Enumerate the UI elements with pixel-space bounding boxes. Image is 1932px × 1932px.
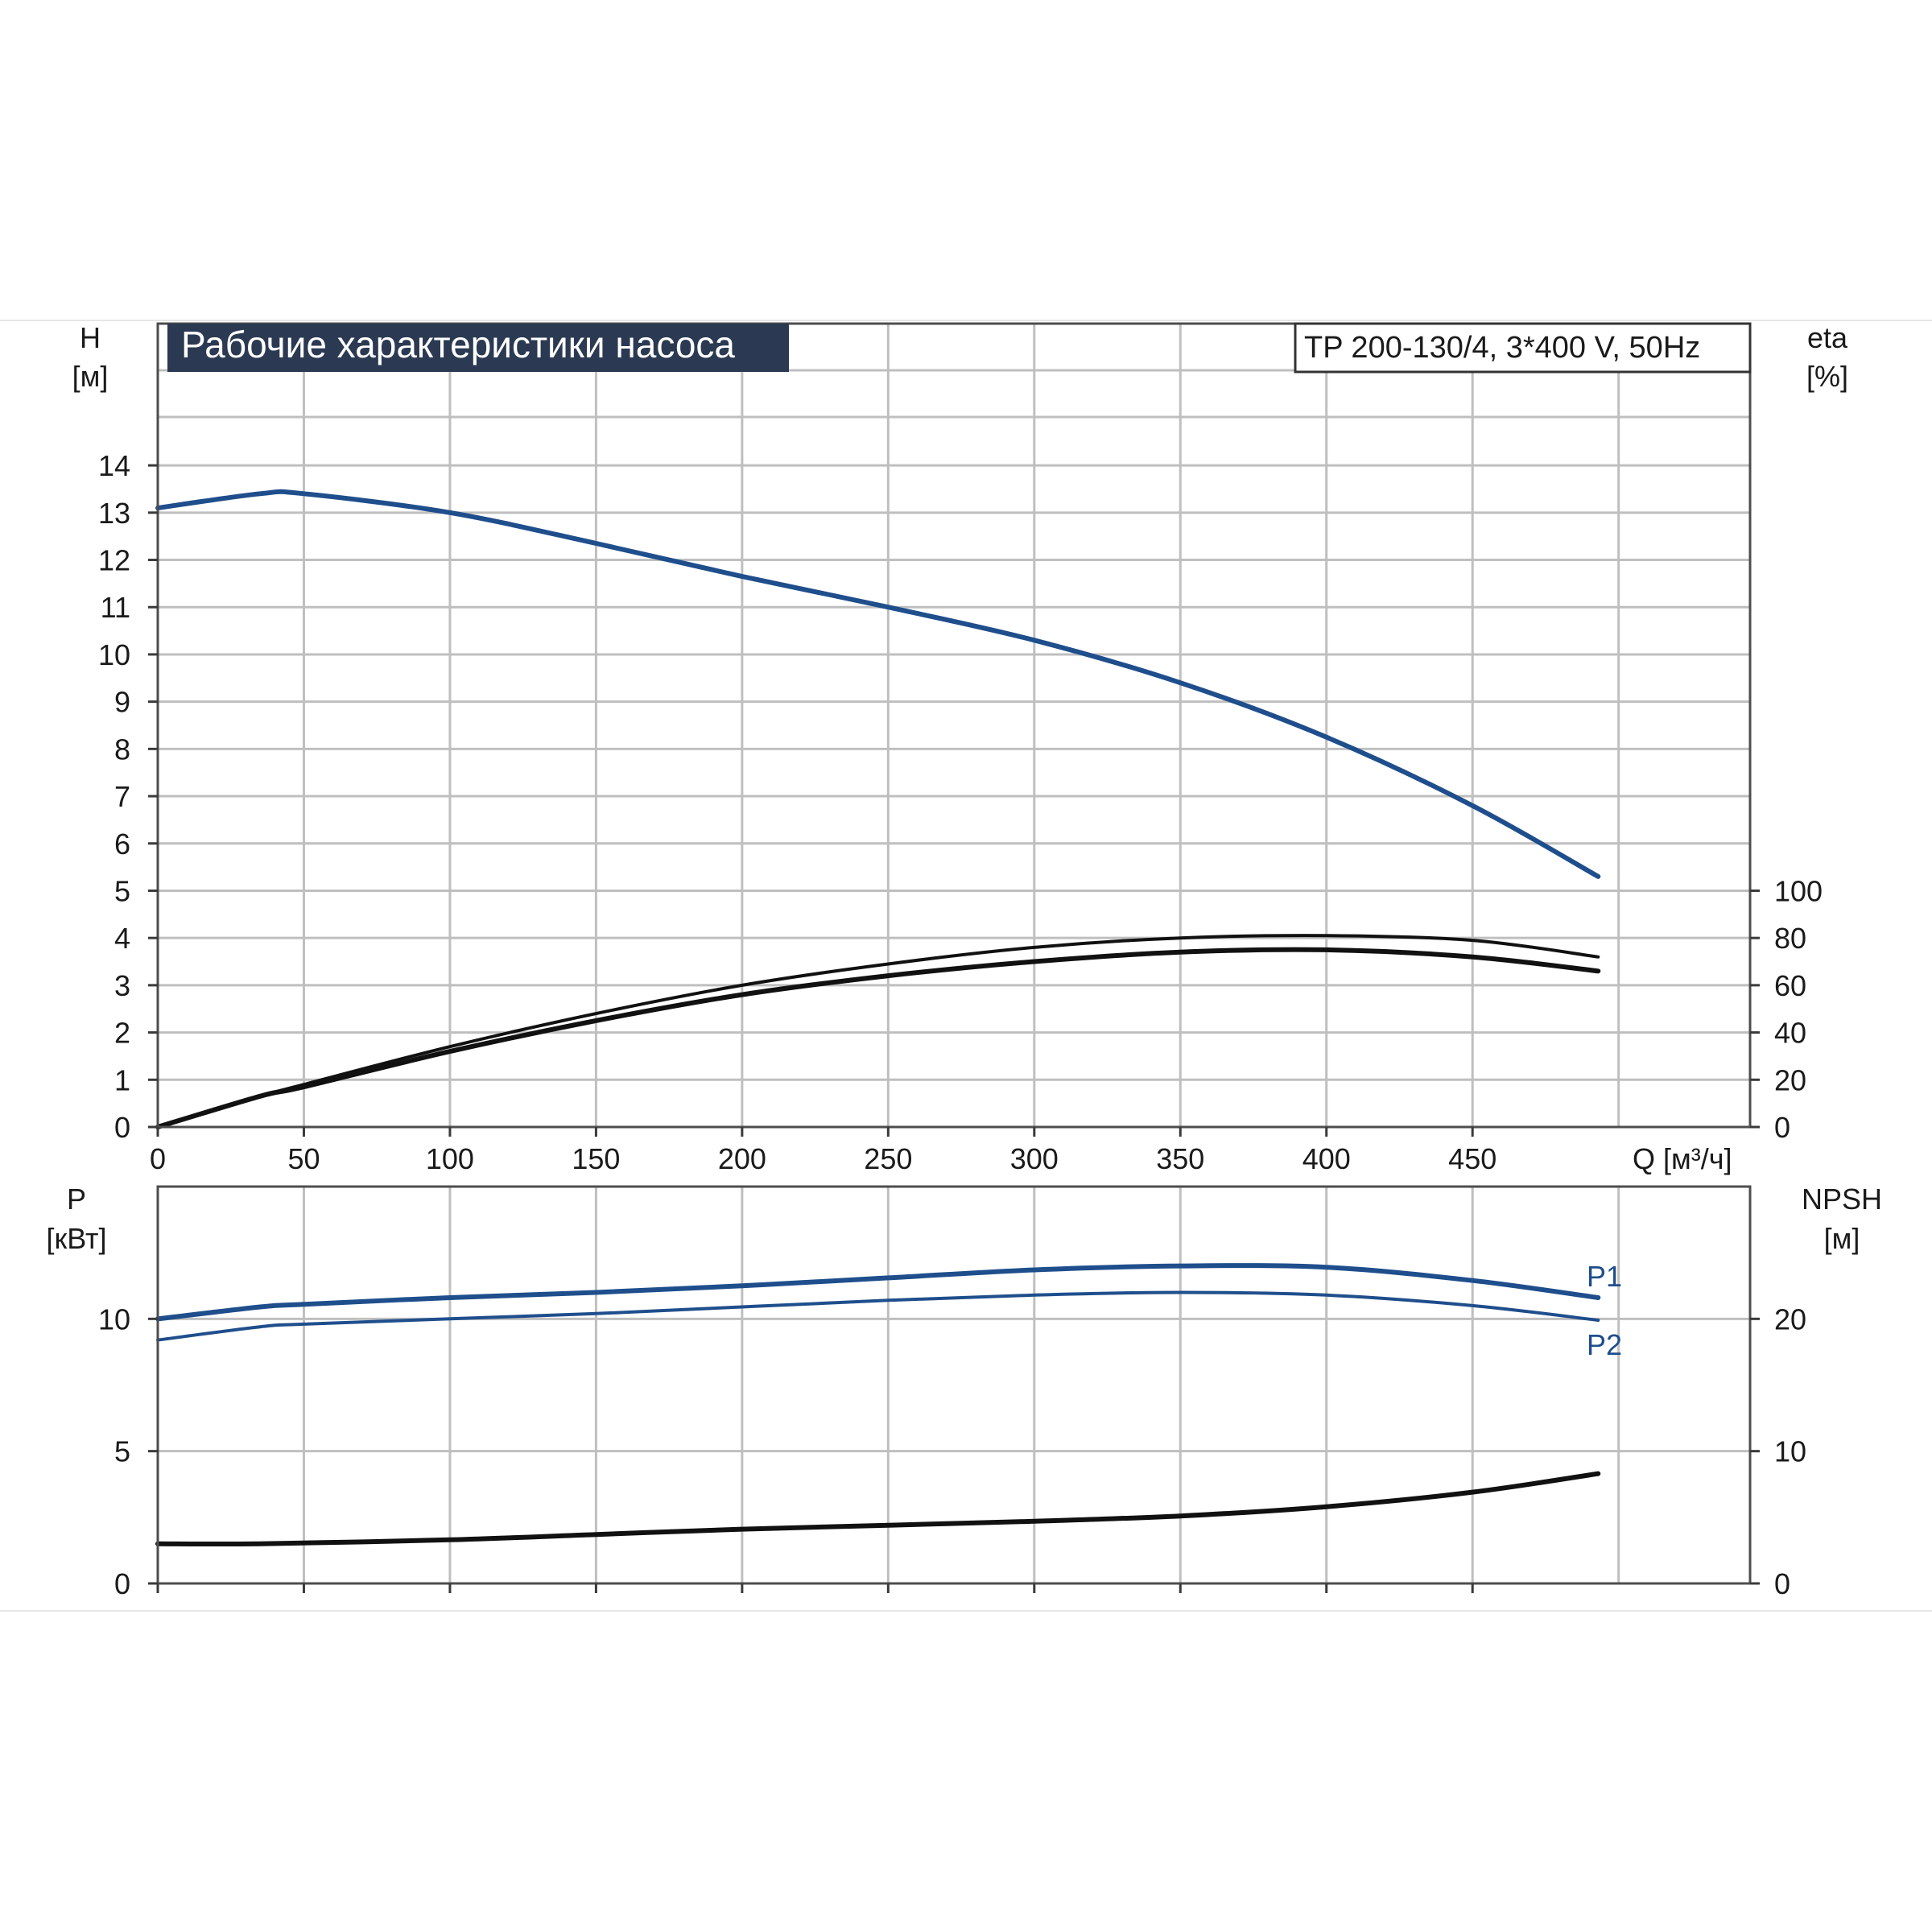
left-tick-label: 5 [114,1435,130,1468]
series-line-0-2 [155,947,1601,1129]
left-tick-label: 14 [98,449,130,482]
right-tick-label: 100 [1774,874,1823,907]
left-tick-label: 12 [98,544,130,577]
x-tick-label: 300 [1010,1142,1059,1175]
series-line-0-0 [155,489,1601,879]
series-label-p1: P1 [1587,1260,1622,1293]
left-tick-label: 6 [114,828,130,861]
series-line-1-1 [156,1290,1600,1342]
h-axis-label: H [80,321,101,354]
x-tick-label: 250 [864,1142,912,1175]
top-plot-grid [158,324,1750,1127]
left-tick-label: 7 [114,780,130,813]
model-label: TP 200-130/4, 3*400 V, 50Hz [1304,331,1700,365]
npsh-axis-unit: [м] [1824,1222,1860,1255]
x-tick-label: 0 [150,1142,166,1175]
x-tick-label: 200 [718,1142,766,1175]
left-tick-label: 8 [114,733,130,766]
axes-layer [148,322,1760,1593]
left-tick-label: 5 [114,874,130,907]
left-tick-label: 3 [114,969,130,1002]
right-tick-label: 60 [1774,969,1806,1002]
left-tick-label: 10 [98,638,130,671]
p-axis-unit: [кВт] [46,1222,106,1255]
right-tick-label: 10 [1774,1435,1806,1468]
left-tick-label: 9 [114,686,130,719]
model-box [1294,322,1752,374]
right-tick-label: 0 [1774,1567,1790,1600]
p-axis-label: P [67,1183,86,1216]
left-tick-label: 0 [114,1567,130,1600]
left-tick-label: 13 [98,497,130,530]
right-tick-label: 20 [1774,1063,1806,1096]
h-axis-unit: [м] [72,360,109,393]
right-tick-label: 0 [1774,1111,1790,1144]
left-tick-label: 2 [114,1017,130,1050]
eta-axis-label: eta [1807,321,1848,354]
left-tick-label: 4 [114,922,130,955]
series-line-1-0 [155,1263,1601,1322]
series-line-1-2 [155,1471,1601,1547]
right-tick-label: 20 [1774,1302,1806,1335]
q-axis-label: Q [м³/ч] [1633,1142,1732,1175]
eta-axis-unit: [%] [1806,360,1848,393]
x-tick-label: 450 [1448,1142,1496,1175]
x-tick-label: 50 [287,1142,320,1175]
plot-frame [156,1185,1752,1585]
x-tick-label: 350 [1156,1142,1204,1175]
x-tick-label: 400 [1302,1142,1351,1175]
chart-title: Рабочие характеристики насоса [181,324,735,365]
title-background [167,324,789,372]
plot-frame [156,322,1752,1129]
right-tick-label: 80 [1774,922,1806,955]
right-tick-label: 40 [1774,1017,1806,1050]
npsh-axis-label: NPSH [1802,1183,1882,1216]
left-tick-label: 10 [98,1302,130,1335]
left-tick-label: 1 [114,1063,130,1096]
x-tick-label: 150 [572,1142,620,1175]
curves-layer [155,489,1601,1547]
x-tick-label: 100 [426,1142,474,1175]
series-label-p2: P2 [1587,1328,1622,1361]
left-tick-label: 11 [101,591,130,624]
series-line-0-1 [156,934,1600,1129]
left-tick-label: 0 [114,1111,130,1144]
